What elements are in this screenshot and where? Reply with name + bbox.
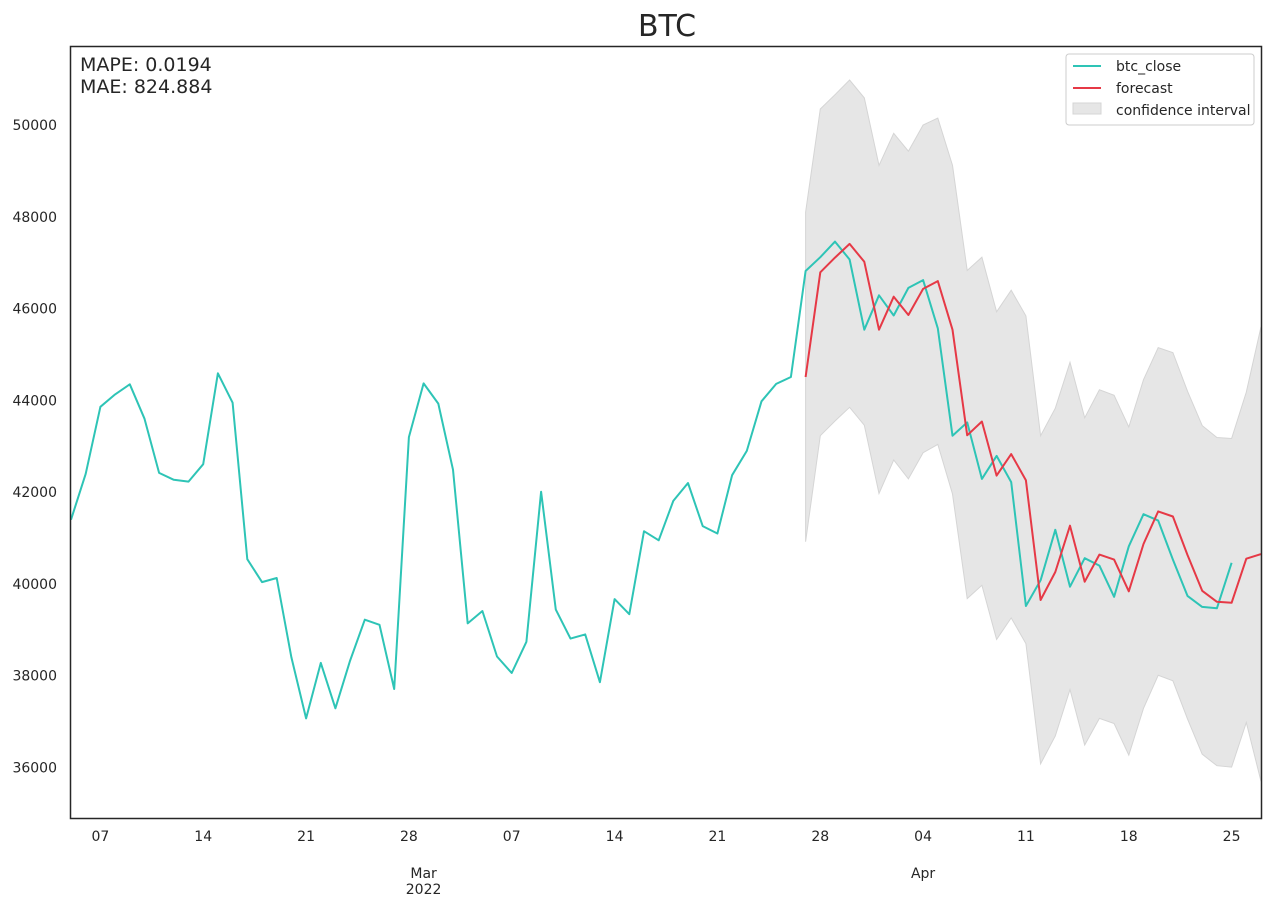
- x-tick-label: 07: [91, 829, 109, 845]
- x-month-label: Apr: [911, 866, 935, 882]
- series-layer: [71, 240, 1261, 720]
- plot-frame: [69, 45, 1263, 820]
- y-tick-label: 38000: [12, 669, 57, 685]
- x-tick-label: 14: [194, 829, 212, 845]
- legend-forecast-label: forecast: [1116, 81, 1173, 97]
- x-tick-label: 04: [914, 829, 932, 845]
- x-axis-ticks: 07 14 21 28 07 14 21 28 04 11 18 25: [91, 829, 1240, 845]
- x-tick-label: 11: [1017, 829, 1035, 845]
- y-tick-label: 36000: [12, 761, 57, 777]
- x-tick-label: 25: [1223, 829, 1241, 845]
- legend-box: [1065, 53, 1255, 126]
- x-tick-label: 21: [297, 829, 315, 845]
- legend-confidence-interval-swatch: [1072, 102, 1102, 115]
- x-month-label: Mar: [410, 866, 437, 882]
- y-tick-label: 44000: [12, 393, 57, 409]
- x-tick-label: 21: [708, 829, 726, 845]
- y-tick-label: 48000: [12, 210, 57, 226]
- x-year-label: 2022: [406, 882, 442, 898]
- y-axis-ticks: 36000 38000 40000 42000 44000 46000 48000 50000: [12, 118, 57, 777]
- legend-confidence-interval-label: confidence interval: [1116, 103, 1250, 119]
- mape-metric: MAPE: 0.0194: [80, 54, 212, 76]
- y-tick-label: 46000: [12, 302, 57, 318]
- y-tick-label: 40000: [12, 577, 57, 593]
- legend-btc-close-label: btc_close: [1116, 59, 1181, 75]
- chart-title: BTC: [638, 9, 696, 44]
- y-tick-label: 50000: [12, 118, 57, 134]
- x-tick-label: 18: [1120, 829, 1138, 845]
- x-tick-label: 14: [606, 829, 624, 845]
- legend: btc_close forecast confidence interval: [1065, 53, 1255, 126]
- y-tick-label: 42000: [12, 485, 57, 501]
- confidence-interval-band: [805, 79, 1261, 782]
- mae-metric: MAE: 824.884: [80, 76, 212, 98]
- x-tick-label: 28: [811, 829, 829, 845]
- x-tick-label: 28: [400, 829, 418, 845]
- confidence-interval-layer: [805, 79, 1261, 782]
- forecast-line: [804, 242, 1261, 604]
- x-tick-label: 07: [503, 829, 521, 845]
